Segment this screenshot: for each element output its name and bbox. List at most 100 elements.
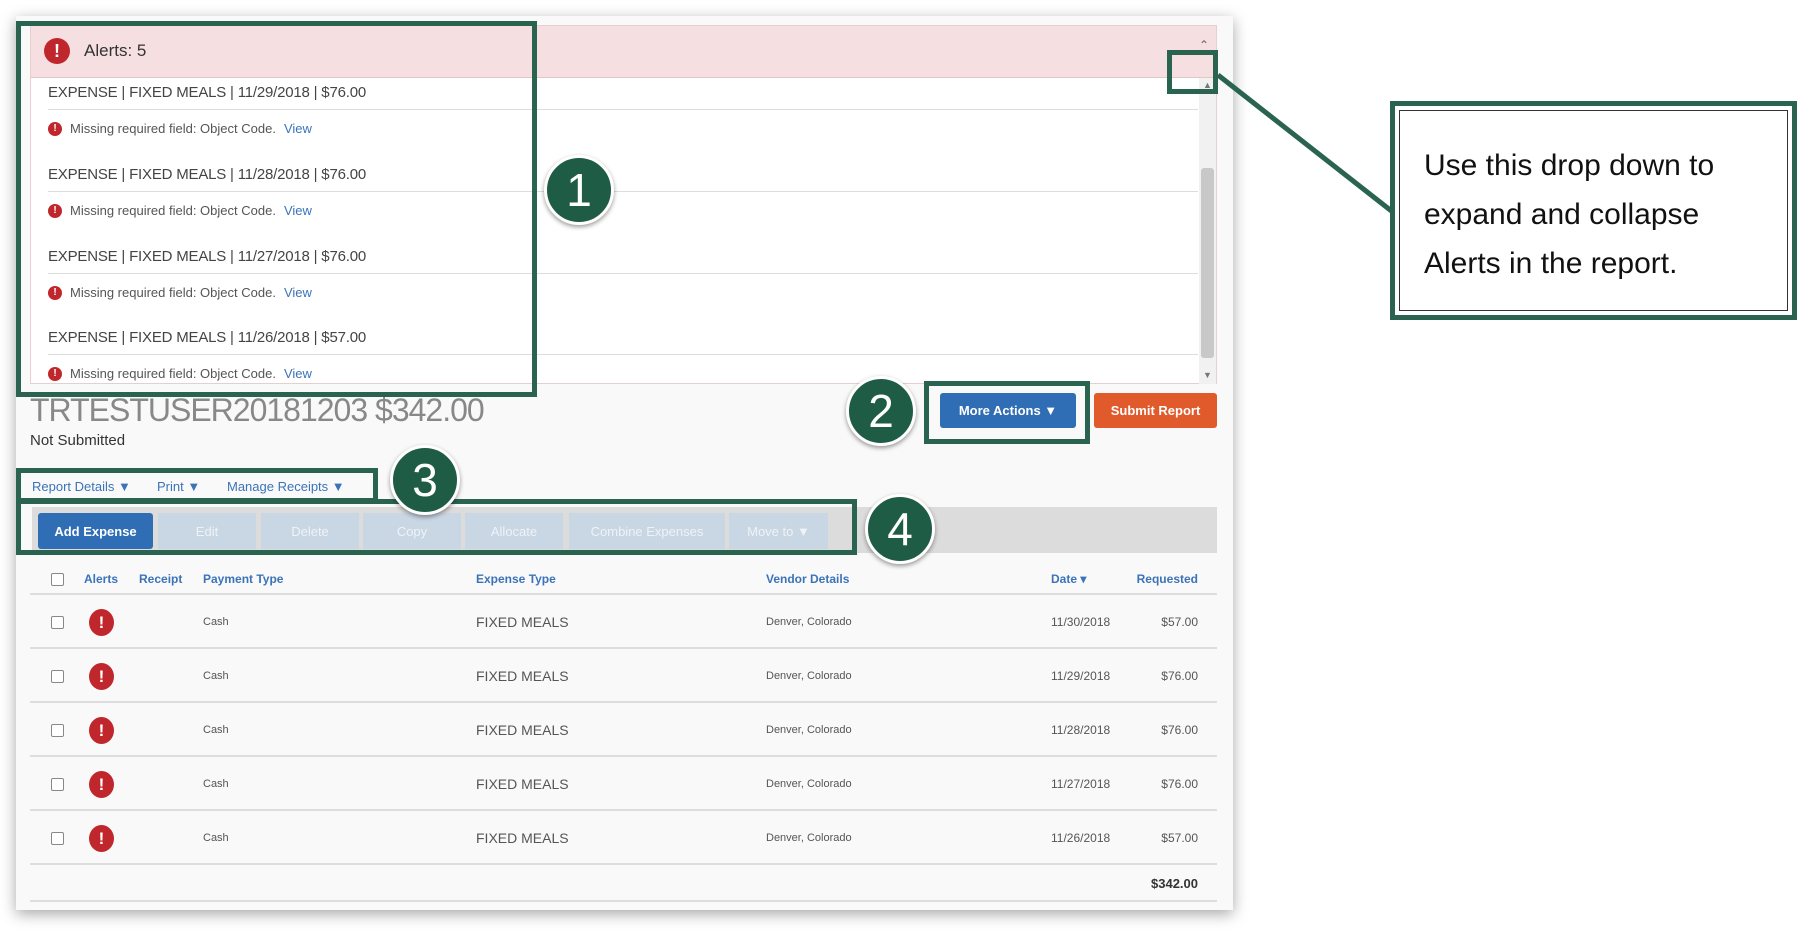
requested-amount: $57.00 [1161, 831, 1198, 845]
alert-icon[interactable]: ! [89, 609, 114, 636]
row-divider [30, 863, 1217, 865]
collapse-toggle-icon[interactable]: ⌃ [1199, 38, 1210, 52]
column-header[interactable]: Requested [1136, 572, 1198, 586]
callout-text: Use this drop down to expand and collaps… [1399, 110, 1788, 311]
header-divider [30, 593, 1217, 595]
column-header[interactable]: Date ▾ [1051, 572, 1087, 586]
alert-icon: ! [48, 121, 62, 136]
annotation-box-dropdown [1167, 50, 1218, 94]
report-details-menu[interactable]: Report Details ▼ [32, 479, 131, 494]
view-link[interactable]: View [283, 121, 312, 136]
annotation-number-3: 3 [390, 445, 460, 515]
alert-message-text: Missing required field: Object Code. [70, 203, 276, 218]
annotation-number-2: 2 [846, 376, 916, 446]
toolbar-button-add-expense[interactable]: Add Expense [38, 513, 153, 549]
alert-icon: ! [44, 38, 70, 64]
alert-expense-line: EXPENSE | FIXED MEALS | 11/26/2018 | $57… [48, 329, 366, 346]
divider [48, 109, 1198, 110]
toolbar-button-delete[interactable]: Delete [261, 513, 359, 549]
row-divider [30, 647, 1217, 649]
column-header[interactable]: Expense Type [476, 572, 556, 586]
view-link[interactable]: View [283, 285, 312, 300]
view-link[interactable]: View [283, 366, 312, 381]
alert-message: ! Missing required field: Object Code. V… [48, 203, 312, 218]
annotation-box-1 [16, 21, 537, 397]
payment-type: Cash [203, 616, 229, 628]
annotation-number-1: 1 [544, 155, 614, 225]
row-checkbox[interactable] [51, 832, 64, 845]
expense-date: 11/29/2018 [1051, 669, 1111, 683]
row-divider [30, 809, 1217, 811]
report-total: $342.00 [1151, 876, 1198, 891]
expense-date: 11/26/2018 [1051, 831, 1111, 845]
alert-icon[interactable]: ! [89, 771, 114, 798]
row-checkbox[interactable] [51, 670, 64, 683]
toolbar-button-combine-expenses[interactable]: Combine Expenses [569, 513, 725, 549]
toolbar-button-edit[interactable]: Edit [158, 513, 256, 549]
expense-type: FIXED MEALS [476, 614, 569, 630]
scroll-down-icon[interactable]: ▼ [1203, 370, 1212, 380]
report-status: Not Submitted [30, 432, 126, 449]
alert-message-text: Missing required field: Object Code. [70, 285, 276, 300]
payment-type: Cash [203, 724, 229, 736]
row-checkbox[interactable] [51, 616, 64, 629]
divider [48, 191, 1198, 192]
alert-message: ! Missing required field: Object Code. V… [48, 121, 312, 136]
view-link[interactable]: View [283, 203, 312, 218]
print-menu[interactable]: Print ▼ [157, 479, 201, 494]
requested-amount: $76.00 [1161, 723, 1198, 737]
scroll-up-icon[interactable]: ▲ [1203, 80, 1212, 90]
alerts-header[interactable]: ! Alerts: 5 ⌃ [31, 26, 1216, 78]
expense-type: FIXED MEALS [476, 668, 569, 684]
alert-expense-line: EXPENSE | FIXED MEALS | 11/29/2018 | $76… [48, 84, 366, 101]
payment-type: Cash [203, 832, 229, 844]
total-divider [30, 900, 1217, 902]
callout-box: Use this drop down to expand and collaps… [1390, 101, 1797, 320]
toolbar-button-move-to[interactable]: Move to ▼ [729, 513, 828, 549]
scrollbar-thumb[interactable] [1201, 168, 1214, 358]
expense-type: FIXED MEALS [476, 830, 569, 846]
vendor-details: Denver, Colorado [766, 670, 852, 682]
alert-message-text: Missing required field: Object Code. [70, 121, 276, 136]
row-divider [30, 701, 1217, 703]
vendor-details: Denver, Colorado [766, 724, 852, 736]
alert-expense-line: EXPENSE | FIXED MEALS | 11/27/2018 | $76… [48, 248, 366, 265]
column-header[interactable]: Alerts [84, 572, 119, 586]
expense-date: 11/30/2018 [1051, 615, 1111, 629]
vendor-details: Denver, Colorado [766, 832, 852, 844]
column-header[interactable]: Payment Type [203, 572, 284, 586]
manage-receipts-menu[interactable]: Manage Receipts ▼ [227, 479, 345, 494]
more-actions-button[interactable]: More Actions ▼ [940, 393, 1076, 428]
alerts-scrollbar[interactable]: ▲ ▼ [1199, 78, 1216, 384]
expense-type: FIXED MEALS [476, 776, 569, 792]
divider [48, 354, 1198, 355]
alert-message-text: Missing required field: Object Code. [70, 366, 276, 381]
report-title: TRTESTUSER20181203 $342.00 [30, 392, 485, 428]
row-checkbox[interactable] [51, 778, 64, 791]
alert-icon: ! [48, 285, 62, 300]
toolbar-button-copy[interactable]: Copy [363, 513, 461, 549]
toolbar-button-allocate[interactable]: Allocate [465, 513, 563, 549]
alert-icon[interactable]: ! [89, 717, 114, 744]
alert-icon[interactable]: ! [89, 663, 114, 690]
alert-message: ! Missing required field: Object Code. V… [48, 366, 312, 381]
requested-amount: $76.00 [1161, 669, 1198, 683]
submit-report-button[interactable]: Submit Report [1094, 393, 1217, 428]
annotation-box-2 [924, 381, 1090, 444]
requested-amount: $76.00 [1161, 777, 1198, 791]
alert-icon: ! [48, 203, 62, 218]
alert-icon: ! [48, 366, 62, 381]
requested-amount: $57.00 [1161, 615, 1198, 629]
payment-type: Cash [203, 778, 229, 790]
vendor-details: Denver, Colorado [766, 778, 852, 790]
alerts-panel: ! Alerts: 5 ⌃ EXPENSE | FIXED MEALS | 11… [30, 25, 1217, 384]
select-all-checkbox[interactable] [51, 573, 64, 586]
row-checkbox[interactable] [51, 724, 64, 737]
column-header[interactable]: Vendor Details [766, 572, 850, 586]
alert-icon[interactable]: ! [89, 825, 114, 852]
alert-expense-line: EXPENSE | FIXED MEALS | 11/28/2018 | $76… [48, 166, 366, 183]
column-header[interactable]: Receipt [139, 572, 183, 586]
row-divider [30, 755, 1217, 757]
expense-date: 11/27/2018 [1051, 777, 1111, 791]
